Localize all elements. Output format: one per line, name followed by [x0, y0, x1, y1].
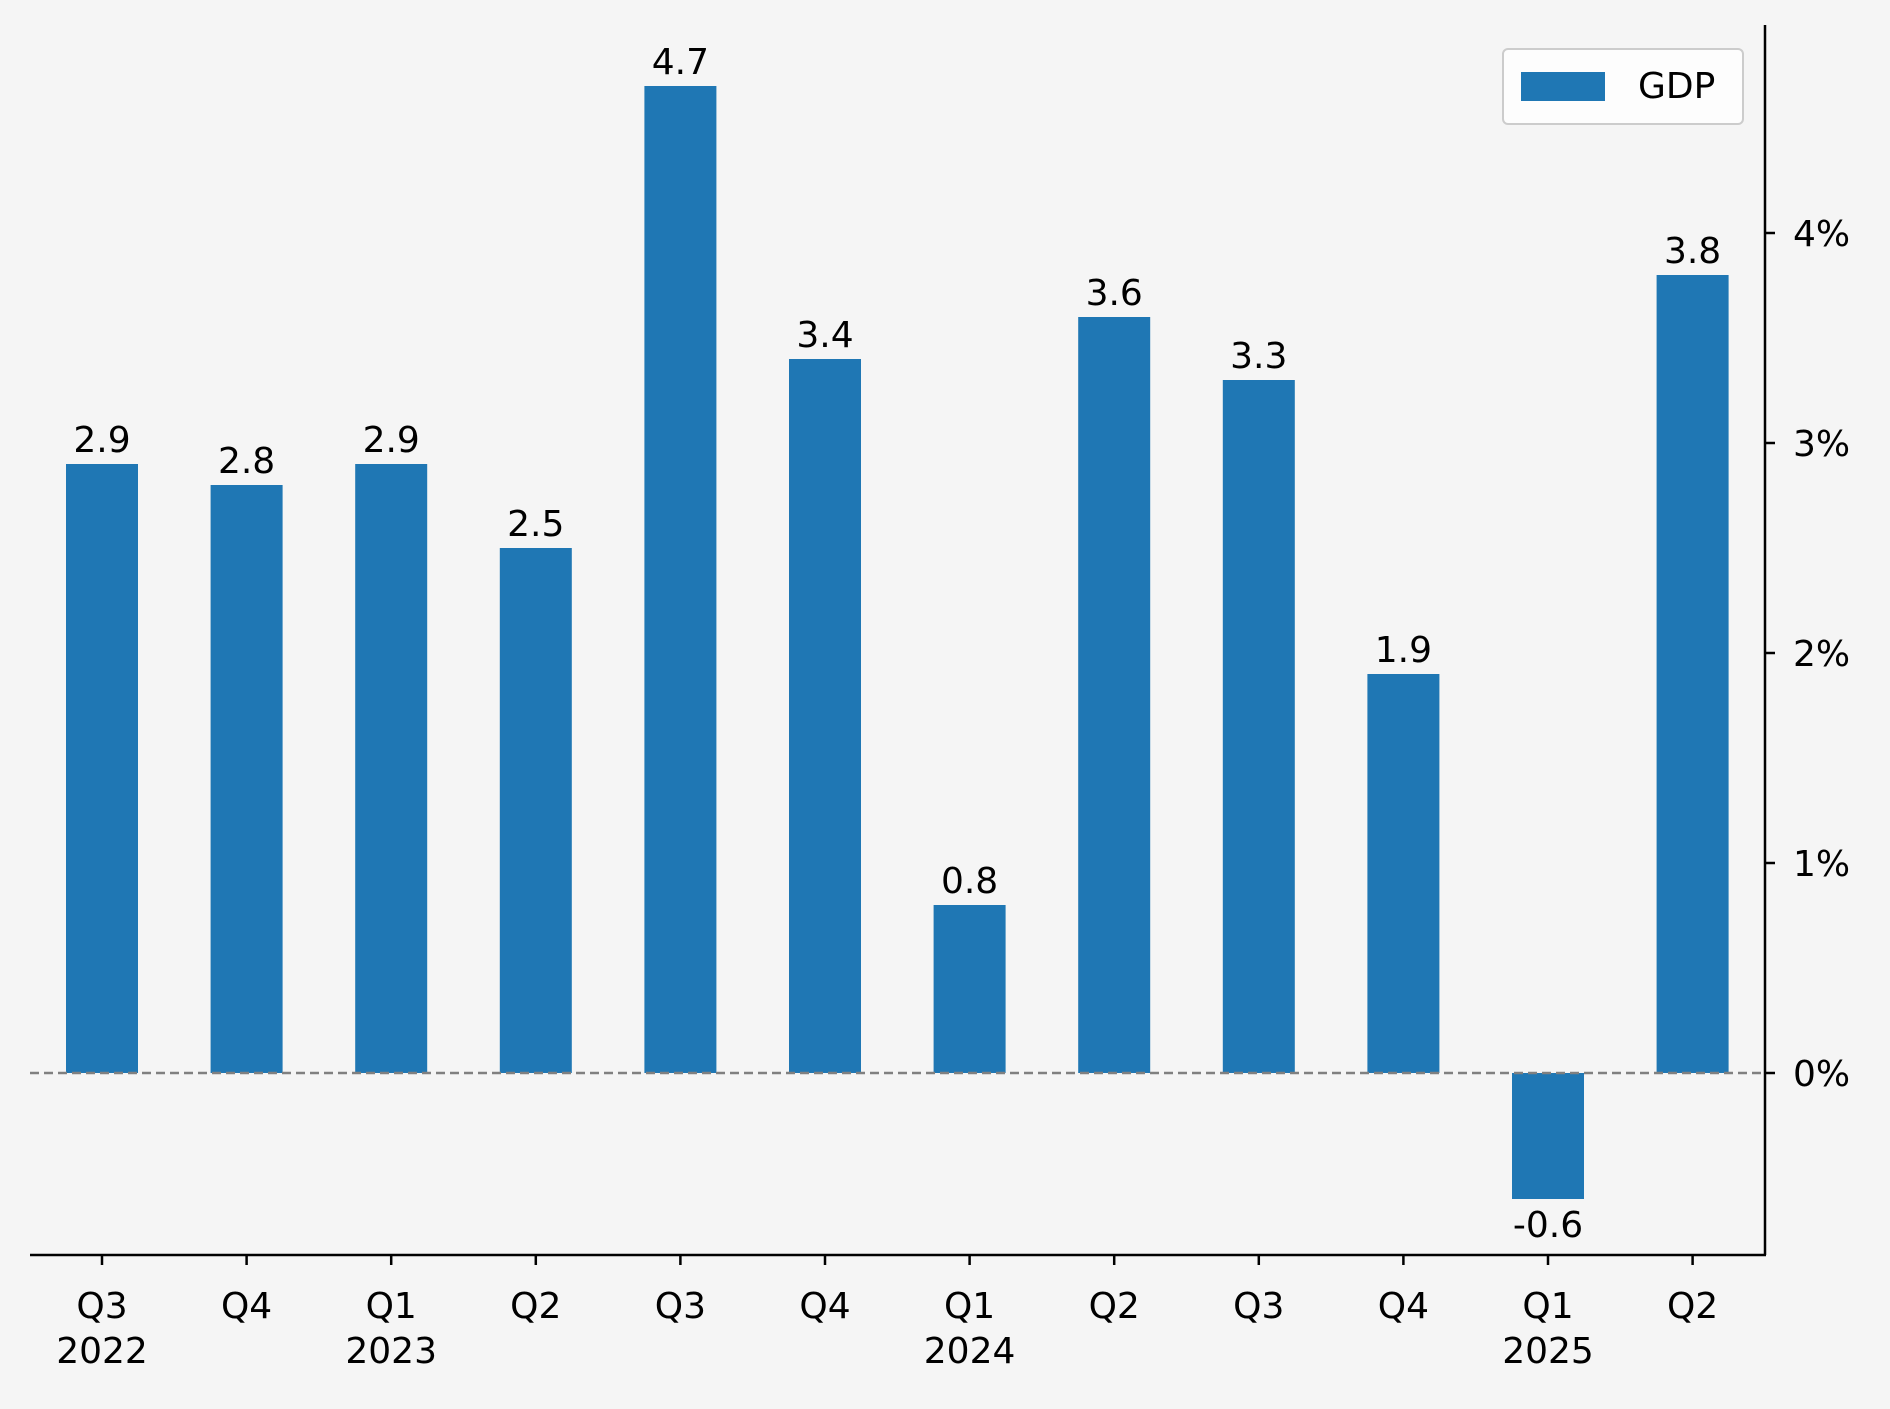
x-tick-label-quarter-1: Q4 [221, 1286, 272, 1327]
data-label-3: 2.5 [507, 504, 564, 545]
x-tick-label-year-6: 2024 [924, 1331, 1016, 1372]
x-tick-label-quarter-4: Q3 [655, 1286, 706, 1327]
data-label-2: 2.9 [363, 420, 420, 461]
data-label-8: 3.3 [1230, 336, 1287, 377]
x-tick-label-quarter-10: Q1 [1522, 1286, 1573, 1327]
legend-label-gdp: GDP [1638, 66, 1715, 107]
bar-1 [210, 485, 283, 1073]
legend-box [1502, 48, 1744, 125]
data-label-6: 0.8 [941, 861, 998, 902]
x-tick-label-year-2: 2023 [345, 1331, 437, 1372]
data-label-0: 2.9 [73, 420, 130, 461]
bar-10 [1512, 1073, 1584, 1199]
bar-7 [1078, 317, 1151, 1073]
x-tick-label-quarter-11: Q2 [1667, 1286, 1718, 1327]
x-tick-label-quarter-7: Q2 [1089, 1286, 1140, 1327]
x-tick-label-quarter-0: Q3 [76, 1286, 127, 1327]
data-label-4: 4.7 [652, 42, 709, 83]
data-label-1: 2.8 [218, 441, 275, 482]
bar-3 [499, 548, 572, 1073]
bar-11 [1656, 275, 1729, 1073]
bar-5 [789, 359, 861, 1073]
x-tick-label-quarter-9: Q4 [1378, 1286, 1429, 1327]
data-label-7: 3.6 [1086, 273, 1143, 314]
x-tick-label-year-0: 2022 [56, 1331, 148, 1372]
legend-swatch-gdp [1521, 72, 1605, 101]
bar-4 [644, 86, 717, 1073]
x-tick-label-year-10: 2025 [1502, 1331, 1594, 1372]
bar-6 [933, 905, 1006, 1073]
bar-0 [66, 464, 138, 1073]
y-tick-label-3: 3% [1793, 424, 1850, 465]
x-tick-label-quarter-5: Q4 [799, 1286, 850, 1327]
data-label-5: 3.4 [796, 315, 853, 356]
x-tick-label-quarter-2: Q1 [366, 1286, 417, 1327]
bar-2 [355, 464, 428, 1073]
bar-series-gdp [66, 86, 1729, 1199]
y-tick-label-0: 0% [1793, 1054, 1850, 1095]
y-tick-label-4: 4% [1793, 214, 1850, 255]
legend: GDP [1502, 48, 1744, 125]
data-label-10: -0.6 [1513, 1205, 1583, 1246]
data-label-9: 1.9 [1375, 630, 1432, 671]
y-axis-ticks: 0% 1% 2% 3% 4% [1765, 214, 1850, 1095]
x-tick-label-quarter-8: Q3 [1233, 1286, 1284, 1327]
y-tick-label-1: 1% [1793, 844, 1850, 885]
bar-8 [1222, 380, 1295, 1073]
x-tick-label-quarter-3: Q2 [510, 1286, 561, 1327]
data-labels: 2.9 2.8 2.9 2.5 4.7 3.4 0.8 3.6 3.3 1.9 -0.6 3.8 [73, 42, 1721, 1246]
data-label-11: 3.8 [1664, 231, 1721, 272]
x-tick-label-quarter-6: Q1 [944, 1286, 995, 1327]
bar-9 [1367, 674, 1440, 1073]
y-tick-label-2: 2% [1793, 634, 1850, 675]
